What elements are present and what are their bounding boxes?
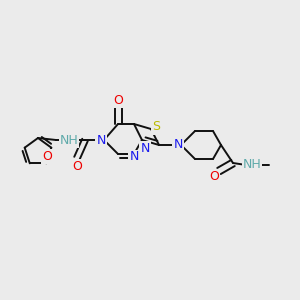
Text: S: S [152, 121, 160, 134]
Text: O: O [113, 94, 123, 106]
Text: O: O [42, 150, 52, 163]
Text: N: N [173, 139, 183, 152]
Text: N: N [129, 151, 139, 164]
Text: NH: NH [243, 158, 261, 172]
Text: N: N [140, 142, 150, 154]
Text: O: O [209, 169, 219, 182]
Text: O: O [72, 160, 82, 172]
Text: N: N [96, 134, 106, 146]
Text: NH: NH [60, 134, 78, 146]
